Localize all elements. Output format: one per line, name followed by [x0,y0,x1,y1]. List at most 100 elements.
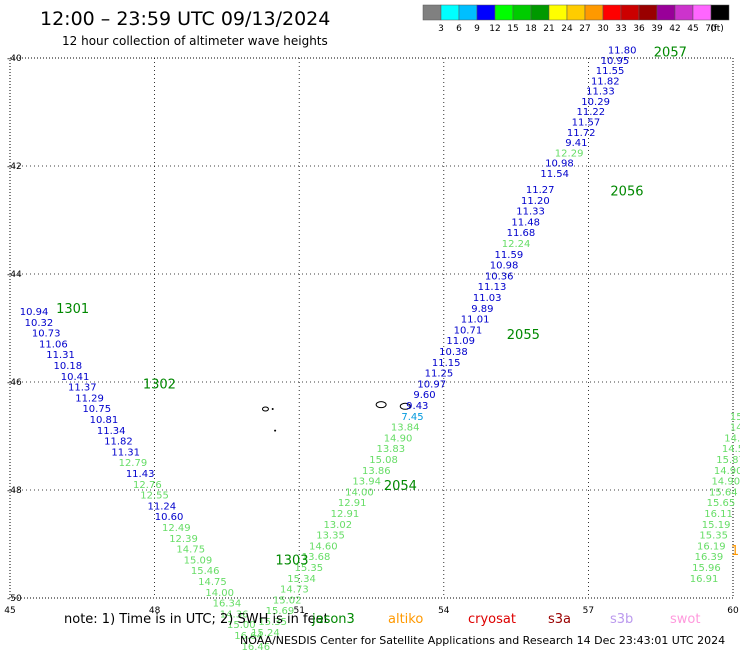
colorbar-label: 33 [615,24,626,34]
pass-label: 1319 [731,544,740,559]
wave-height-label: 11.33 [516,207,545,218]
wave-height-label: 14.3 [724,433,740,444]
wave-height-label: 11.43 [126,469,155,480]
colorbar-label: 24 [561,24,573,34]
wave-height-label: 12.24 [502,239,531,250]
pass-label: 1301 [56,302,89,317]
track-1319: 15.14.14.314.515.8714.9014.9015.6415.651… [690,412,740,585]
wave-height-label: 15.46 [191,566,220,577]
lat-tick-label: -40 [7,54,22,64]
wave-height-label: 12.29 [555,148,584,159]
mission-cryosat: cryosat [468,612,516,627]
wave-height-label: 11.01 [461,315,490,326]
pass-label: 2056 [610,185,643,200]
wave-height-label: 11.29 [75,393,104,404]
mission-swot: swot [670,612,701,627]
wave-height-label: 15.65 [707,498,736,509]
wave-height-label: 11.34 [97,426,126,437]
page-subtitle: 12 hour collection of altimeter wave hei… [62,34,328,48]
track-1301-1303: 10.9410.3210.7311.0611.3110.1810.4111.37… [20,307,270,650]
page-title: 12:00 – 23:59 UTC 09/13/2024 [40,8,331,30]
wave-height-label: 11.55 [596,66,625,77]
wave-height-label: 10.73 [32,329,61,340]
wave-height-label: 15.87 [716,455,740,466]
wave-height-label: 10.18 [54,361,83,372]
lon-tick-label: 54 [438,606,450,616]
wave-height-label: 10.95 [601,56,630,67]
colorbar-label: 3 [438,24,444,34]
wave-height-label: 10.94 [20,307,49,318]
wave-height-label: 10.60 [155,512,184,523]
lon-tick-label: 57 [583,606,594,616]
wave-height-label: 14. [730,423,740,434]
wave-height-label: 15.09 [184,555,213,566]
wave-height-label: 11.22 [576,107,605,118]
wave-height-label: 12.91 [331,509,360,520]
lon-tick-label: 48 [149,606,161,616]
wave-height-label: 15.35 [699,531,728,542]
lat-tick-label: -44 [7,270,22,280]
wave-height-label: 13.68 [302,552,331,563]
lat-tick-label: -46 [7,378,22,388]
wave-height-label: 15.00 [227,620,256,631]
lon-tick-label: 51 [293,606,304,616]
wave-height-label: 14.90 [711,477,740,488]
wave-height-label: 13.35 [316,531,345,542]
colorbar-label: 15 [507,24,518,34]
mission-jason3: jason3 [312,612,355,627]
wave-height-label: 14.73 [280,585,309,596]
wave-height-label: 16.39 [695,552,724,563]
wave-height-label: 14.5 [722,444,740,455]
wave-height-label: 10.98 [545,159,574,170]
wave-height-label: 11.37 [68,383,97,394]
pass-label: 2054 [384,479,417,494]
wave-height-label: 15.69 [266,606,295,617]
wave-height-label: 16.19 [697,541,726,552]
pass-label: 1302 [143,377,176,392]
wave-height-label: 11.03 [473,293,502,304]
wave-height-label: 10.41 [61,372,90,383]
wave-height-label: 11.72 [567,128,596,139]
wave-height-label: 11.59 [495,250,524,261]
track-2054-2057: 11.8010.9511.5511.8211.3310.2911.2211.57… [251,46,636,639]
colorbar-label: 36 [633,24,645,34]
wave-height-label: 9.43 [406,401,428,412]
wave-height-label: 16.34 [213,599,242,610]
island-dot [274,429,277,432]
wave-height-label: 14.75 [176,545,205,556]
wave-height-label: 10.81 [90,415,119,426]
wave-height-label: 14.00 [345,487,374,498]
wave-height-label: 11.06 [39,339,68,350]
colorbar-swatch [710,4,730,21]
wave-height-label: 11.31 [46,350,75,361]
wave-height-label: 13.94 [352,477,381,488]
wave-height-label: 15.19 [702,520,731,531]
wave-height-label: 11.54 [540,169,569,180]
pass-label: 2055 [507,328,540,343]
wave-height-label: 10.32 [25,318,54,329]
colorbar-label: 6 [456,24,462,34]
lat-tick-label: -48 [7,486,22,496]
wave-height-label: 15. [730,412,740,423]
colorbar-label: 27 [579,24,590,34]
legend-note: note: 1) Time is in UTC; 2) SWH is in fe… [64,612,329,627]
wave-height-label: 12.39 [169,534,198,545]
colorbar-label: 30 [597,24,609,34]
wave-height-label: 11.20 [521,196,550,207]
wave-height-label: 16.64 [234,631,263,642]
wave-height-label: 12.49 [162,523,191,534]
map-frame [9,57,734,599]
wave-height-label: 11.31 [111,447,140,458]
wave-height-label: 11.24 [148,501,177,512]
wave-height-label: 15.96 [692,563,721,574]
wave-height-label: 10.98 [490,261,519,272]
wave-height-label: 11.80 [608,46,637,57]
colorbar-label: 42 [669,24,680,34]
wave-height-label: 10.71 [454,325,483,336]
wave-height-label: 12.79 [119,458,148,469]
wave-height-label: 11.27 [526,185,555,196]
lat-tick-label: -50 [7,594,22,604]
island-dot [271,408,274,410]
mission-altiko: altiko [388,612,424,627]
